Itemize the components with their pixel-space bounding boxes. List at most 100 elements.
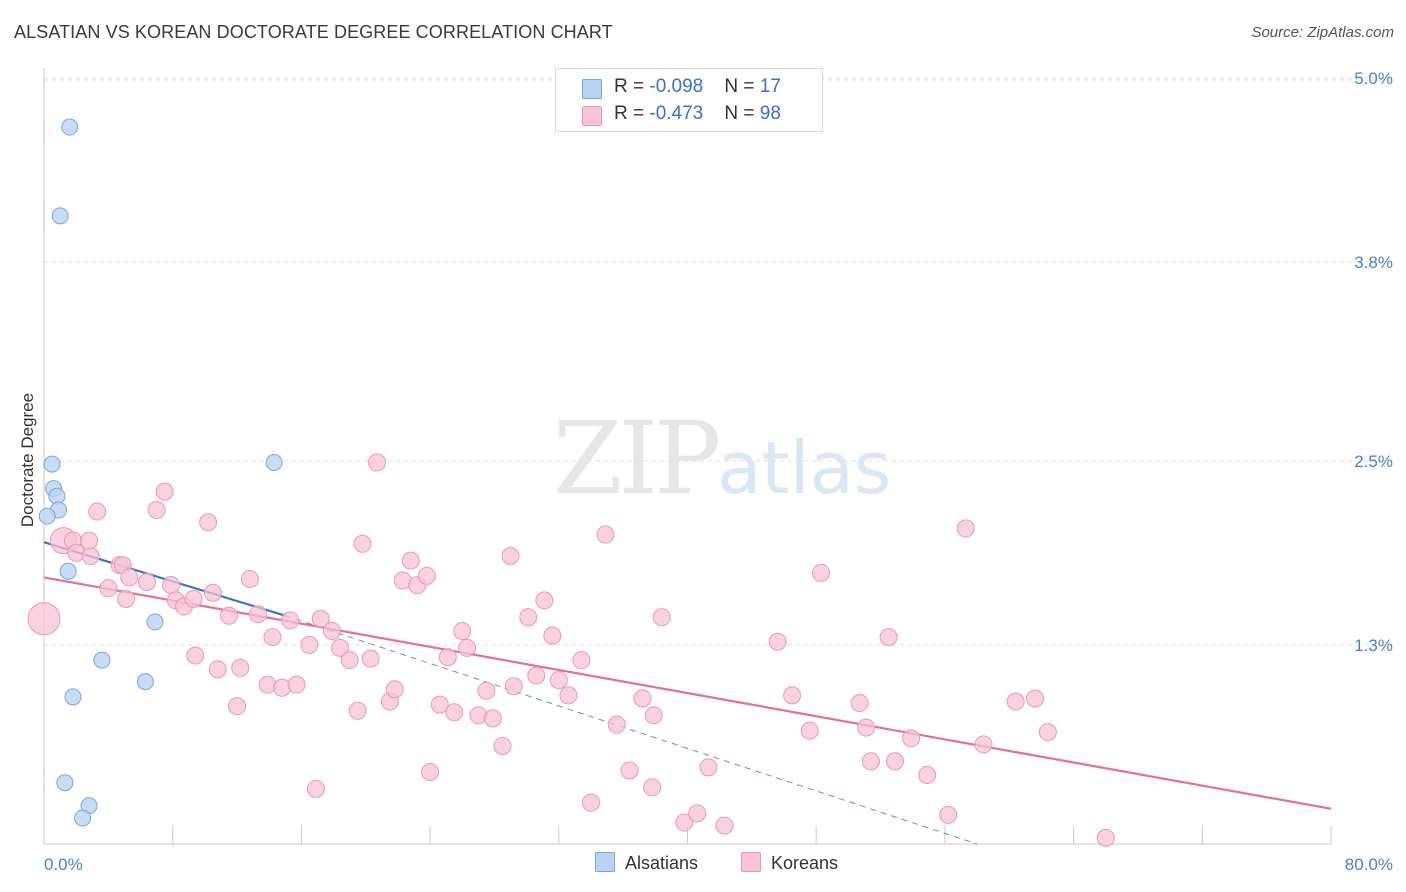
- korean-point: [220, 606, 239, 625]
- korean-point: [281, 611, 300, 630]
- korean-point: [902, 729, 921, 748]
- alsatians-r-label: R =: [614, 76, 650, 97]
- korean-point: [88, 502, 107, 521]
- alsatian-point: [38, 507, 56, 525]
- korean-point: [581, 793, 600, 812]
- alsatian-point: [265, 454, 283, 472]
- alsatian-trend-extension: [285, 615, 978, 845]
- watermark: ZIPatlas: [553, 400, 891, 517]
- y-tick-label: 3.8%: [1354, 253, 1393, 272]
- alsatians-legend-label: Alsatians: [625, 853, 699, 873]
- korean-point: [699, 758, 718, 777]
- korean-point: [184, 589, 203, 608]
- korean-point: [918, 766, 937, 785]
- alsatian-point: [146, 613, 164, 631]
- korean-point: [208, 660, 227, 679]
- koreans-legend-swatch: [741, 852, 761, 872]
- korean-point: [311, 609, 330, 628]
- alsatian-point: [61, 118, 79, 136]
- korean-point: [519, 608, 538, 627]
- korean-point: [559, 686, 578, 705]
- korean-point: [800, 721, 819, 740]
- koreans-n-value: 98: [759, 103, 781, 124]
- korean-point: [483, 709, 502, 728]
- korean-point: [620, 761, 639, 780]
- alsatian-point: [51, 207, 69, 225]
- korean-point: [147, 501, 166, 520]
- korean-point: [203, 583, 222, 602]
- korean-point: [501, 546, 520, 565]
- korean-point: [458, 638, 477, 657]
- korean-point: [857, 718, 876, 737]
- korean-point: [199, 513, 218, 532]
- y-tick-label: 1.3%: [1354, 636, 1393, 655]
- grid-lines: [44, 77, 1394, 646]
- korean-point: [438, 648, 457, 667]
- trend-lines: [43, 541, 1332, 845]
- korean-point: [385, 680, 404, 699]
- korean-point: [688, 804, 707, 823]
- x-tick-label-min: 0.0%: [44, 855, 83, 874]
- source-label: Source: ZipAtlas.com: [1251, 24, 1394, 41]
- korean-point: [306, 779, 325, 798]
- korean-point: [117, 589, 136, 608]
- korean-point: [527, 666, 546, 685]
- korean-point: [273, 678, 292, 697]
- korean-point: [477, 681, 496, 700]
- korean-point: [812, 563, 831, 582]
- korean-point: [401, 551, 420, 570]
- bottom-legend-alsatians: Alsatians: [595, 852, 698, 874]
- korean-point: [861, 752, 880, 771]
- korean-point: [535, 591, 554, 610]
- axis-labels: 1.3% 2.5% 3.8% 5.0% 0.0% 80.0% Doctorate Degre…: [18, 69, 1393, 874]
- korean-point: [644, 706, 663, 725]
- korean-point: [1006, 692, 1025, 711]
- koreans-r-value: -0.473: [649, 103, 704, 124]
- korean-point: [137, 573, 156, 592]
- korean-point: [675, 813, 694, 832]
- korean-point: [81, 546, 100, 565]
- y-tick-label: 5.0%: [1354, 69, 1393, 88]
- data-points: [27, 118, 1115, 847]
- korean-point: [886, 752, 905, 771]
- korean-point: [287, 675, 306, 694]
- alsatian-point: [59, 562, 77, 580]
- stats-legend: R = -0.098 N = 17 R = -0.473 N = 98: [555, 68, 823, 132]
- y-tick-label: 2.5%: [1354, 452, 1393, 471]
- alsatian-point: [64, 688, 82, 706]
- korean-point: [322, 622, 341, 641]
- koreans-r-label: R =: [614, 103, 650, 124]
- alsatians-n-value: 17: [759, 76, 781, 97]
- korean-point: [1038, 723, 1057, 742]
- korean-point: [768, 632, 787, 651]
- korean-point: [445, 703, 464, 722]
- korean-point: [248, 605, 267, 624]
- korean-point: [549, 671, 568, 690]
- korean-point: [27, 602, 61, 636]
- korean-point: [939, 805, 958, 824]
- korean-point: [956, 519, 975, 538]
- korean-point: [162, 576, 181, 595]
- korean-point: [228, 697, 247, 716]
- korean-point: [331, 638, 350, 657]
- korean-point: [300, 635, 319, 654]
- korean-point: [652, 608, 671, 627]
- korean-point: [417, 566, 436, 585]
- korean-point: [504, 677, 523, 696]
- korean-point: [715, 816, 734, 835]
- alsatians-legend-swatch: [595, 852, 615, 872]
- korean-point: [368, 453, 387, 472]
- chart-title: ALSATIAN VS KOREAN DOCTORATE DEGREE CORR…: [14, 22, 613, 42]
- koreans-swatch: [582, 106, 602, 126]
- koreans-n-label: N =: [724, 103, 760, 124]
- watermark-zip: ZIP: [553, 400, 721, 517]
- korean-point: [572, 651, 591, 670]
- korean-point: [879, 628, 898, 647]
- korean-point: [974, 735, 993, 754]
- x-tick-label-max: 80.0%: [1345, 855, 1393, 874]
- alsatian-point: [93, 651, 111, 669]
- watermark-atlas: atlas: [717, 426, 892, 510]
- korean-point: [430, 695, 449, 714]
- korean-point: [643, 778, 662, 797]
